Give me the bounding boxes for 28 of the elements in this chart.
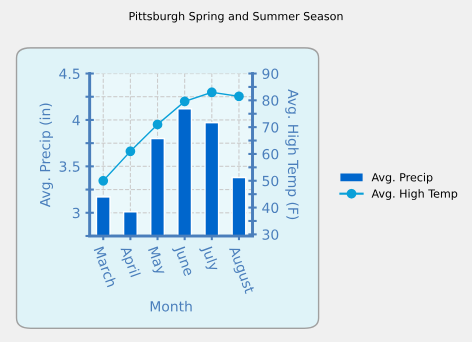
y-tick-label: 4 bbox=[72, 115, 80, 126]
x-tick-label: May bbox=[145, 246, 167, 276]
y-tick-label: 4.5 bbox=[59, 68, 80, 80]
point bbox=[126, 146, 136, 156]
legend-label: Avg. Precip bbox=[372, 172, 432, 184]
x-tick-label: July bbox=[198, 244, 220, 273]
y2-tick-label: 50 bbox=[262, 176, 278, 186]
y-axis-title: Avg. Precip (in) bbox=[40, 104, 54, 208]
y2-tick-label: 70 bbox=[262, 122, 278, 133]
x-axis-title: Month bbox=[150, 300, 192, 312]
y2-axis-title: Avg. High Temp (F) bbox=[285, 89, 299, 220]
point bbox=[180, 96, 190, 106]
legend-label: Avg. High Temp bbox=[372, 189, 458, 200]
y2-tick-label: 80 bbox=[262, 95, 278, 106]
point bbox=[234, 91, 244, 102]
point bbox=[152, 120, 162, 130]
y2-tick-label: 60 bbox=[262, 148, 278, 160]
x-tick-label: March bbox=[94, 246, 118, 288]
y2-tick-label: 30 bbox=[262, 229, 278, 240]
y2-tick-label: 90 bbox=[262, 68, 278, 80]
x-tick-label: April bbox=[118, 245, 141, 278]
point bbox=[206, 87, 217, 98]
point bbox=[98, 176, 108, 186]
x-tick-label: June bbox=[172, 244, 194, 278]
y-tick-label: 3 bbox=[72, 208, 80, 218]
y2-tick-label: 40 bbox=[262, 202, 278, 214]
chart-title: Pittsburgh Spring and Summer Season bbox=[130, 12, 343, 22]
y-tick-label: 3.5 bbox=[60, 161, 80, 172]
